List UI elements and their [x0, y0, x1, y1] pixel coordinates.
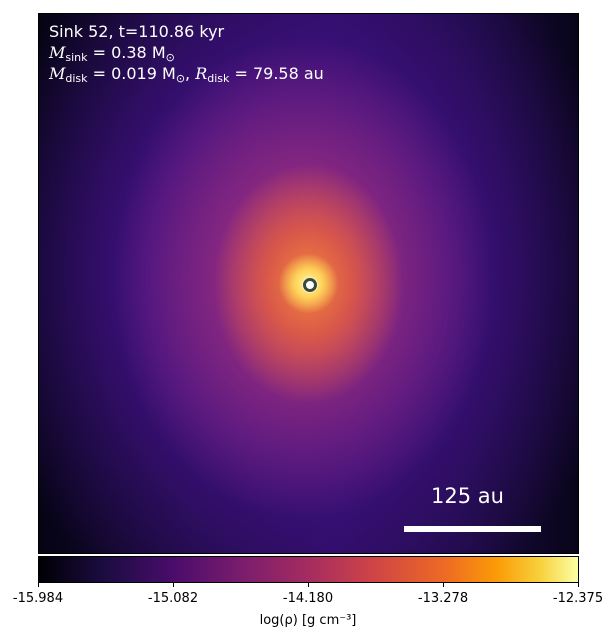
colorbar-tick-label: -12.375 — [552, 591, 604, 606]
sink-mass-subscript: sink — [65, 51, 88, 64]
colorbar-tick — [578, 583, 579, 587]
disk-radius-subscript: disk — [207, 72, 230, 85]
colorbar-tick-label: -14.180 — [282, 591, 334, 606]
disk-radius-symbol: R — [195, 64, 208, 83]
colorbar-tick-label: -15.984 — [12, 591, 64, 606]
colorbar-label: log(ρ) [g cm⁻³] — [259, 613, 357, 628]
disk-props-label: Mdisk = 0.019 M⊙, Rdisk = 79.58 au — [49, 64, 324, 85]
colorbar-tick — [308, 583, 309, 587]
scalebar-label: 125 au — [431, 484, 504, 508]
disk-mass-subscript: disk — [65, 72, 88, 85]
colorbar — [38, 556, 579, 583]
sink-marker-icon — [303, 278, 317, 292]
sink-time-label: Sink 52, t=110.86 kyr — [49, 22, 225, 41]
sun-symbol: ⊙ — [165, 51, 175, 64]
scalebar — [404, 526, 541, 532]
density-map: Sink 52, t=110.86 kyr Msink = 0.38 M⊙ Md… — [38, 13, 579, 554]
disk-radius-value: = 79.58 au — [229, 64, 324, 83]
sink-mass-symbol: M — [49, 43, 66, 62]
colorbar-tick-label: -13.278 — [417, 591, 469, 606]
disk-mass-symbol: M — [49, 64, 66, 83]
sink-mass-label: Msink = 0.38 M⊙ — [49, 43, 175, 68]
disk-mass-value: = 0.019 M — [87, 64, 176, 83]
sink-mass-value: = 0.38 M — [87, 43, 166, 62]
colorbar-tick — [443, 583, 444, 587]
colorbar-tick — [173, 583, 174, 587]
colorbar-tick — [38, 583, 39, 587]
colorbar-tick-label: -15.082 — [147, 591, 199, 606]
sun-symbol: ⊙ — [175, 72, 186, 85]
